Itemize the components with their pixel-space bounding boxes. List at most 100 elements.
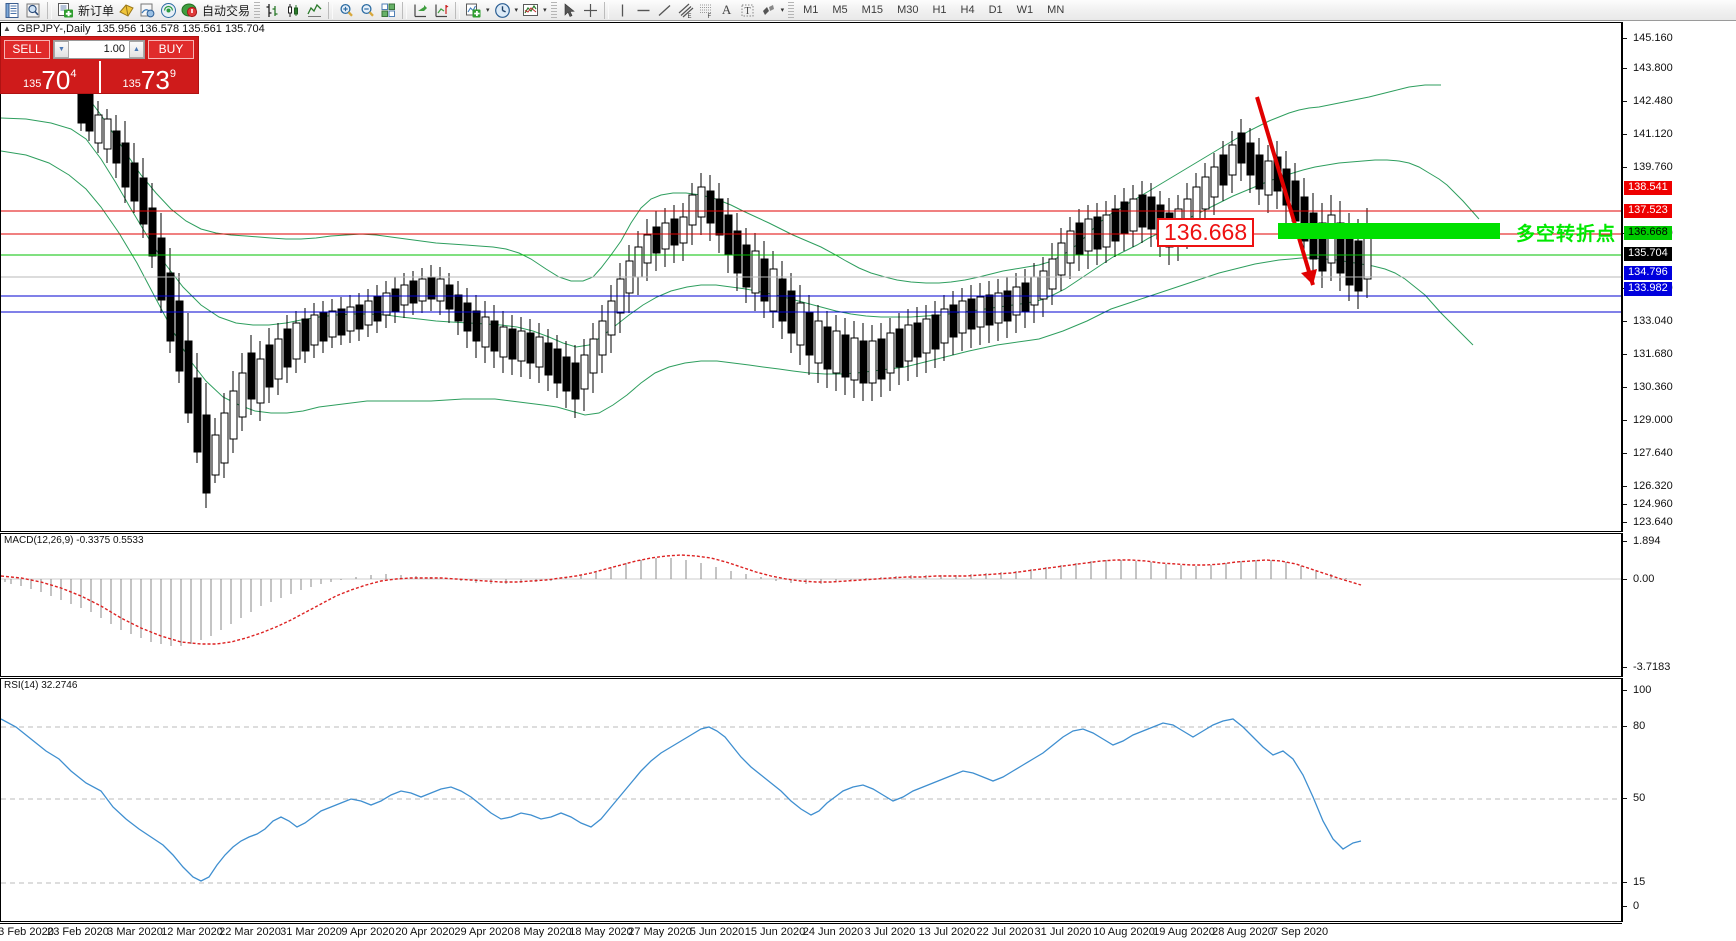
price-tick: 123.640 (1623, 516, 1673, 528)
symbol-name: GBPJPY-,Daily (16, 22, 91, 35)
auto-scroll-icon[interactable] (410, 0, 431, 20)
zoom-in-icon[interactable] (336, 0, 357, 20)
timeframe-mn[interactable]: MN (1047, 4, 1065, 16)
buy-button[interactable]: BUY (148, 39, 194, 59)
timeframe-h1[interactable]: H1 (932, 4, 947, 16)
macd-axis[interactable]: 1.894 0.00 -3.7183 (1622, 533, 1736, 677)
timeframe-d1[interactable]: D1 (988, 4, 1003, 16)
price-tick: 145.160 (1623, 32, 1673, 44)
toolbar-separator (328, 1, 334, 19)
date-axis[interactable]: 3 Feb 2020 23 Feb 2020 3 Mar 2020 12 Mar… (0, 923, 1622, 941)
date-label: 5 Jun 2020 (689, 926, 745, 938)
date-label: 12 Mar 2020 (161, 926, 223, 938)
timeframe-m15[interactable]: M15 (861, 4, 884, 16)
price-tick: 143.800 (1623, 62, 1673, 74)
price-tick: 133.040 (1623, 315, 1673, 327)
macd-tick: 0.00 (1623, 573, 1654, 585)
periods-icon[interactable] (492, 0, 513, 20)
line-chart-icon[interactable] (304, 0, 325, 20)
crosshair-icon[interactable] (580, 0, 601, 20)
fibonacci-retracement-icon[interactable]: F (696, 0, 717, 20)
templates-dropdown-caret[interactable]: ▾ (543, 7, 547, 14)
price-tick: 124.960 (1623, 498, 1673, 510)
svg-text:F: F (707, 14, 711, 19)
buy-price-prefix: 135 (122, 78, 141, 90)
volume-value[interactable]: 1.00 (103, 43, 125, 55)
market-watch-icon[interactable] (2, 0, 23, 20)
mql5-community-icon[interactable] (137, 0, 158, 20)
date-label: 31 Mar 2020 (280, 926, 342, 938)
sell-button[interactable]: SELL (4, 39, 50, 59)
one-click-trading-panel[interactable]: SELL ▼ 1.00 ▲ BUY 135 70 4 135 73 9 (0, 36, 199, 94)
rsi-axis[interactable]: 100 80 50 15 0 (1622, 678, 1736, 922)
price-tick: 126.320 (1623, 480, 1673, 492)
date-label: 23 Feb 2020 (47, 926, 109, 938)
timeframe-m30[interactable]: M30 (897, 4, 919, 16)
sell-price-main: 70 (41, 65, 71, 95)
price-tag-support-2: 133.982 (1624, 282, 1672, 296)
price-pane[interactable] (0, 22, 1622, 532)
indicators-icon[interactable] (463, 0, 484, 20)
shapes-dropdown-caret[interactable]: ▾ (780, 7, 785, 14)
volume-increment-button[interactable]: ▲ (129, 40, 144, 58)
timeframe-w1[interactable]: W1 (1016, 4, 1034, 16)
horizontal-line-icon[interactable] (633, 0, 654, 20)
price-chart-canvas (1, 71, 1621, 508)
text-label-icon[interactable]: T (737, 0, 758, 20)
price-tick: 130.360 (1623, 381, 1673, 393)
price-tag-support-1: 134.796 (1624, 266, 1672, 280)
date-label: 29 Apr 2020 (454, 926, 514, 938)
periods-dropdown-caret[interactable]: ▾ (514, 7, 519, 14)
pivot-price-label: 136.668 (1157, 218, 1255, 247)
data-window-icon[interactable] (23, 0, 44, 20)
toolbar-separator (455, 1, 461, 19)
main-toolbar: 新订单 (0, 0, 1736, 21)
indicators-dropdown-caret[interactable]: ▾ (486, 7, 490, 14)
equidistant-channel-icon[interactable]: E (675, 0, 696, 20)
sell-price-fraction: 4 (70, 68, 77, 80)
auto-trading-label: 自动交易 (202, 3, 251, 18)
chart-shift-icon[interactable] (431, 0, 452, 20)
volume-decrement-button[interactable]: ▼ (54, 40, 69, 58)
auto-trading-button[interactable]: 自动交易 (179, 0, 252, 20)
candlestick-chart-icon[interactable] (283, 0, 304, 20)
toolbar-separator (47, 1, 52, 19)
signals-icon[interactable] (158, 0, 179, 20)
sell-price-display[interactable]: 135 70 4 (1, 61, 99, 93)
date-label: 19 Aug 2020 (1153, 926, 1215, 938)
text-icon[interactable]: A (721, 2, 732, 17)
price-tick: 139.760 (1623, 161, 1673, 173)
trendline-icon[interactable] (654, 0, 675, 20)
cursor-icon[interactable] (559, 0, 580, 20)
shapes-icon[interactable] (758, 0, 779, 20)
svg-text:T: T (744, 6, 750, 17)
new-order-button[interactable]: 新订单 (55, 0, 116, 20)
timeframe-m1[interactable]: M1 (803, 4, 819, 16)
tile-windows-icon[interactable] (378, 0, 399, 20)
buy-price-display[interactable]: 135 73 9 (101, 61, 199, 93)
macd-pane[interactable]: MACD(12,26,9) -0.3375 0.5533 (0, 533, 1622, 677)
buy-price-fraction: 9 (169, 68, 176, 80)
rsi-tick: 0 (1623, 900, 1639, 912)
vertical-line-icon[interactable] (612, 0, 633, 20)
volume-stepper[interactable]: ▼ 1.00 ▲ (53, 39, 145, 59)
price-tag-resistance-2: 137.523 (1624, 204, 1672, 218)
expert-advisor-icon[interactable] (116, 0, 137, 20)
date-label: 18 May 2020 (569, 926, 633, 938)
rsi-pane[interactable]: RSI(14) 32.2746 (0, 678, 1622, 922)
collapse-triangle-icon[interactable]: ▲ (3, 24, 11, 33)
date-label: 7 Sep 2020 (1271, 926, 1329, 938)
bar-chart-icon[interactable] (262, 0, 283, 20)
price-tick: 141.120 (1623, 128, 1673, 140)
zoom-out-icon[interactable] (357, 0, 378, 20)
symbol-ohlc: 135.956 136.578 135.561 135.704 (96, 22, 265, 35)
price-axis[interactable]: 145.160 143.800 142.480 141.120 139.760 … (1622, 22, 1736, 532)
timeframe-h4[interactable]: H4 (960, 4, 975, 16)
macd-tick: -3.7183 (1623, 661, 1670, 673)
templates-icon[interactable] (520, 0, 541, 20)
timeframe-m5[interactable]: M5 (832, 4, 848, 16)
rsi-tick: 15 (1623, 876, 1645, 888)
chinese-annotation-label: 多空转折点 (1516, 223, 1617, 245)
date-label: 31 Jul 2020 (1034, 926, 1092, 938)
pivot-zone-highlight (1278, 223, 1500, 239)
